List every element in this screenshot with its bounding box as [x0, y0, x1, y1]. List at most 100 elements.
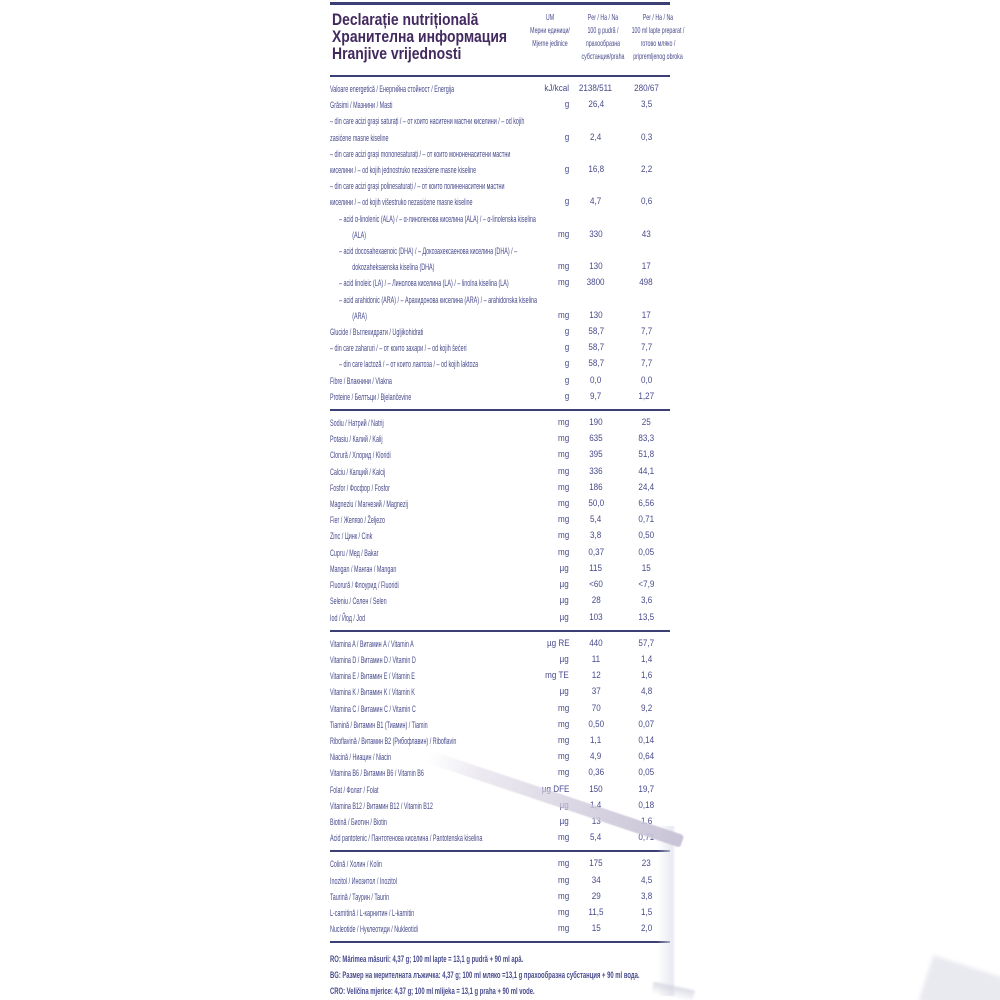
- value-per-100g-cell: <60: [589, 579, 603, 591]
- unit-cell: mg: [557, 858, 570, 870]
- nutrient-name-cell: – din care zaharuri / – от които захари …: [330, 343, 467, 354]
- table-row: Zinc / Цинк / Cink mg 3,8 0,50: [330, 528, 670, 544]
- value-per-100g-cell: 440: [589, 637, 603, 649]
- value-per-100ml-cell: 2,2: [640, 164, 652, 176]
- value-per-100g-cell: 0,36: [588, 767, 604, 779]
- table-row: – din care acizi grași mononesaturați / …: [330, 146, 670, 178]
- value-per-100g-cell: 1,1: [590, 734, 602, 746]
- value-per-100ml-cell: 57,7: [638, 637, 655, 649]
- nutrient-name-cell: Fosfor / Фосфор / Fosfor: [330, 482, 390, 493]
- nutrient-name-cell: Fibre / Влакнини / Vlakna: [330, 375, 392, 386]
- value-per-100g-cell: 16,8: [588, 164, 604, 176]
- table-row: Iod / Йод / Jod µg 103 13,5: [330, 610, 670, 626]
- value-per-100ml-cell: 0,0: [640, 374, 652, 386]
- unit-cell: µg: [560, 611, 570, 623]
- value-per-100g-cell: 130: [589, 261, 603, 273]
- value-per-100g-cell: 175: [589, 858, 603, 870]
- nutrient-name-cell: Inozitol / Инозитол / Inozitol: [330, 875, 397, 886]
- value-per-100g-cell: 13: [591, 815, 601, 827]
- nutrient-name-cell: Seleniu / Селен / Selen: [330, 596, 387, 607]
- table-row: Magneziu / Магнезий / Magnezij mg 50,0 6…: [330, 496, 670, 512]
- table-row: Fier / Желязо / Željezo mg 5,4 0,71: [330, 512, 670, 528]
- column-header-per-100g: Per / На / Na 100 g pudră / прахообразна су…: [581, 12, 625, 61]
- nutrient-name-cell: Vitamina E / Витамин E / Vitamin E: [330, 671, 415, 682]
- unit-cell: mg: [557, 498, 570, 510]
- value-per-100ml-cell: 15: [641, 562, 651, 574]
- nutrient-name-cell: Colină / Холин / Kolin: [330, 859, 382, 870]
- nutrient-name-cell: – acid α-linolenic (ALA) / – α-линоленов…: [339, 213, 536, 240]
- value-per-100g-cell: 186: [589, 481, 603, 493]
- value-per-100g-cell: 15: [591, 923, 601, 935]
- value-per-100ml-cell: 0,71: [638, 832, 655, 844]
- value-per-100ml-cell: 3,5: [640, 99, 652, 111]
- value-per-100g-cell: 103: [589, 611, 603, 623]
- nutrient-name-cell: Magneziu / Магнезий / Magnezij: [330, 499, 408, 510]
- column-header-unit: UM Мерни единици/Mjerne jedinice: [530, 12, 570, 48]
- table-row: Niacină / Ниацин / Niacin mg 4,9 0,64: [330, 749, 670, 765]
- table-row: L-carnitină / L-карнитин / L-karnitin mg…: [330, 905, 670, 921]
- value-per-100ml-cell: 4,5: [640, 874, 652, 886]
- unit-cell: mg: [557, 481, 570, 493]
- nutrient-name-cell: Calciu / Калций / Kalcij: [330, 466, 386, 477]
- value-per-100g-cell: 2138/511: [579, 83, 613, 94]
- unit-cell: g: [564, 342, 570, 354]
- unit-cell: mg: [557, 417, 570, 429]
- value-per-100ml-cell: 7,7: [640, 342, 652, 354]
- value-per-100ml-cell: 498: [639, 277, 654, 289]
- nutrition-panel: Declarație nutrițională Хранителна информ…: [330, 2, 684, 1000]
- value-per-100g-cell: 3800: [586, 277, 605, 289]
- value-per-100g-cell: 635: [589, 433, 603, 445]
- column-header-per-100ml: Per / На / Na 100 ml lapte preparat / гото…: [631, 12, 685, 61]
- nutrient-name-cell: Riboflavină / Витамин B2 (Рибофлавин) / …: [330, 735, 457, 746]
- value-per-100ml-cell: 0,14: [638, 734, 655, 746]
- page-corner-shadow: [918, 955, 1000, 1000]
- value-per-100g-cell: 11: [591, 653, 601, 665]
- value-per-100ml-cell: 1,6: [640, 670, 652, 682]
- unit-cell: g: [564, 390, 570, 402]
- unit-cell: µg: [560, 653, 570, 665]
- value-per-100g-cell: 5,4: [590, 832, 602, 844]
- value-per-100ml-cell: 1,4: [640, 653, 652, 665]
- table-row: Inozitol / Инозитол / Inozitol mg 34 4,5: [330, 873, 670, 889]
- value-per-100ml-cell: 0,3: [640, 131, 652, 143]
- value-per-100g-cell: 29: [591, 890, 601, 902]
- value-per-100g-cell: 12: [591, 670, 601, 682]
- unit-cell: mg: [557, 751, 570, 763]
- unit-cell: mg: [557, 433, 570, 445]
- nutrient-name-cell: Fluorură / Флоурид / Fluoridi: [330, 580, 399, 591]
- nutrient-name-cell: – din care acizi grași mononesaturați / …: [330, 148, 511, 176]
- table-row: – din care acizi grași saturați / – от к…: [330, 113, 670, 145]
- value-per-100ml-cell: 3,8: [640, 890, 652, 902]
- nutrient-name-cell: Sodiu / Натрий / Natrij: [330, 418, 384, 429]
- nutrient-name-cell: Acid pantotenic / Пантотенова киселина /…: [330, 833, 483, 844]
- value-per-100g-cell: 28: [591, 595, 601, 607]
- value-per-100ml-cell: 1,27: [638, 390, 655, 402]
- value-per-100g-cell: 34: [591, 874, 601, 886]
- unit-cell: mg: [557, 734, 570, 746]
- value-per-100g-cell: 50,0: [588, 498, 604, 510]
- value-per-100g-cell: 330: [589, 228, 603, 240]
- table-row: Potasiu / Калий / Kalij mg 635 83,3: [330, 431, 670, 447]
- nutrient-name-cell: – acid arahidonic (ARA) / – Арахидонова …: [339, 294, 537, 321]
- nutrient-name-cell: Vitamina D / Витамин D / Vitamin D: [330, 654, 416, 665]
- table-row: Tiamină / Витамин B1 (Тиамин) / Tiamin m…: [330, 717, 670, 733]
- value-per-100g-cell: 150: [589, 783, 603, 795]
- nutrient-name-cell: Vitamina C / Витамин C / Vitamin C: [330, 703, 416, 714]
- value-per-100ml-cell: 23: [641, 858, 651, 870]
- nutrient-name-cell: – acid linoleic (LA) / – Линолова кисели…: [339, 278, 509, 289]
- value-per-100ml-cell: 0,6: [640, 196, 652, 208]
- value-per-100ml-cell: 0,05: [638, 546, 655, 558]
- footer-notes: RO: Mărimea măsurii: 4,37 g; 100 ml lapt…: [330, 954, 640, 998]
- value-per-100ml-cell: 0,71: [638, 514, 655, 526]
- value-per-100g-cell: 4,9: [590, 751, 602, 763]
- value-per-100ml-cell: 25: [641, 417, 651, 429]
- unit-cell: mg: [557, 767, 570, 779]
- value-per-100g-cell: 0,37: [588, 546, 604, 558]
- header-divider: [330, 75, 670, 77]
- nutrient-name-cell: Nucleotide / Нуклеотиди / Nukleotidi: [330, 924, 418, 935]
- value-per-100g-cell: 115: [589, 562, 603, 574]
- unit-cell: mg: [557, 277, 570, 289]
- table-row: Cupru / Мед / Bakar mg 0,37 0,05: [330, 545, 670, 561]
- table-row: – din care zaharuri / – от които захари …: [330, 340, 670, 356]
- unit-cell: µg: [560, 562, 570, 574]
